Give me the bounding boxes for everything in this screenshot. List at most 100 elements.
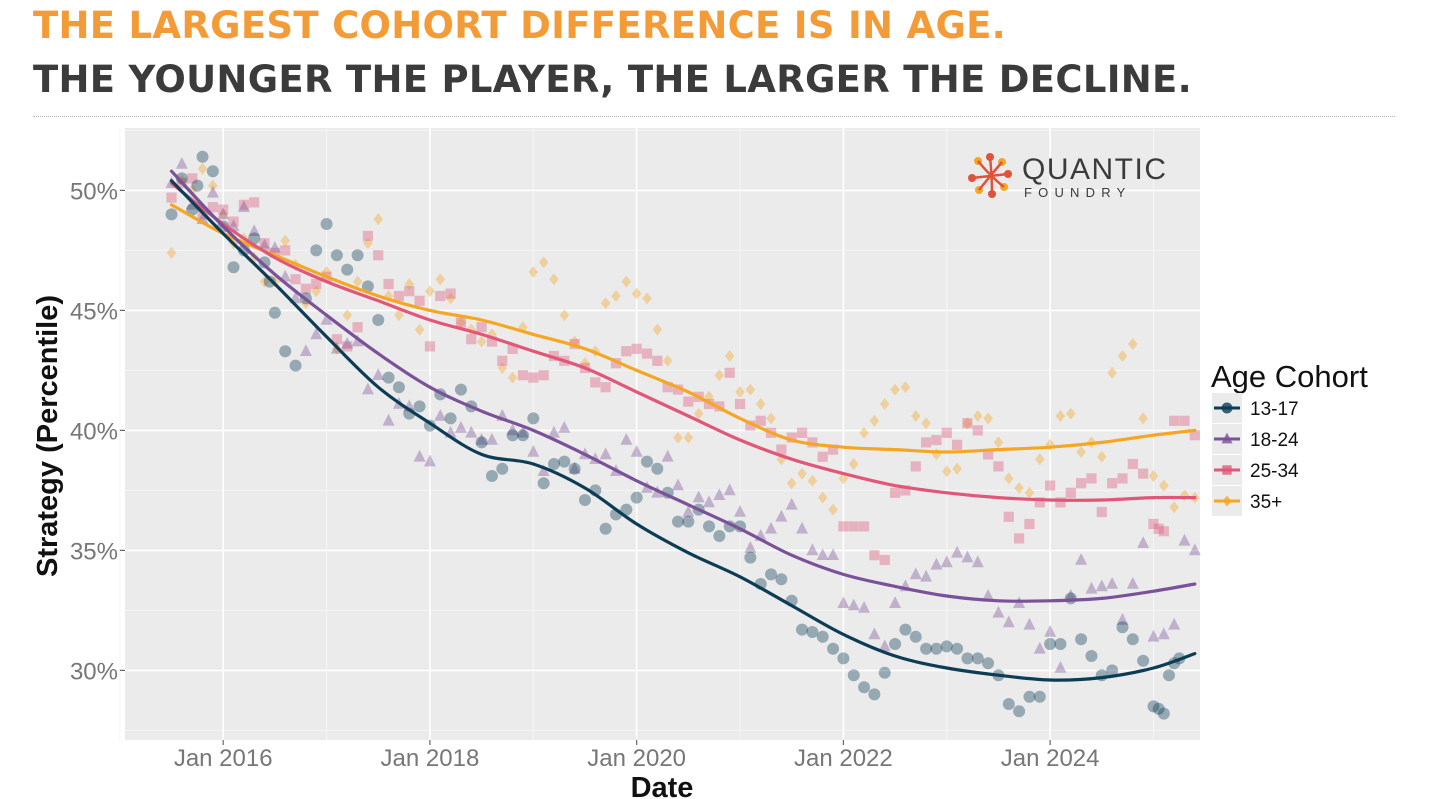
- point-13-17: [899, 623, 912, 636]
- point-25-34: [414, 295, 425, 306]
- point-13-17: [765, 568, 778, 581]
- point-25-34: [776, 444, 787, 455]
- trend-line-25-34: [169, 181, 1197, 502]
- point-18-24: [682, 505, 695, 517]
- point-18-24: [217, 207, 230, 220]
- point-25-34: [187, 173, 198, 184]
- point-35+: [1128, 338, 1138, 350]
- point-25-34: [662, 382, 673, 393]
- y-tick-label: 50%: [70, 178, 118, 205]
- point-35+: [1055, 410, 1066, 422]
- point-13-17: [1106, 664, 1119, 677]
- legend-marker-18-24: [1221, 432, 1233, 444]
- logo-mark-icon: [968, 153, 1012, 198]
- point-35+: [497, 362, 508, 374]
- point-25-34: [207, 202, 218, 213]
- point-18-24: [434, 409, 447, 421]
- point-35+: [900, 381, 911, 394]
- point-13-17: [165, 208, 178, 221]
- point-25-34: [383, 278, 394, 290]
- point-18-24: [734, 505, 747, 517]
- legend-label: 13-17: [1250, 399, 1299, 420]
- point-25-34: [641, 348, 653, 359]
- headline-line-1: THE LARGEST COHORT DIFFERENCE IS IN AGE.: [33, 4, 1007, 47]
- point-25-34: [228, 216, 239, 227]
- point-35+: [797, 467, 807, 480]
- point-25-34: [672, 384, 684, 395]
- trend-line-18-24: [169, 169, 1197, 603]
- point-25-34: [941, 427, 952, 438]
- point-13-17: [1075, 633, 1088, 646]
- trend-line-13-17: [169, 179, 1197, 682]
- point-13-17: [289, 359, 302, 372]
- point-35+: [373, 213, 384, 226]
- point-35+: [580, 357, 590, 370]
- point-13-17: [1044, 638, 1057, 650]
- point-18-24: [961, 550, 974, 563]
- point-18-24: [816, 548, 829, 560]
- point-13-17: [1033, 690, 1046, 703]
- point-13-17: [1147, 700, 1160, 713]
- point-35+: [993, 436, 1004, 449]
- point-25-34: [1107, 478, 1118, 489]
- point-13-17: [703, 520, 716, 533]
- point-25-34: [838, 521, 849, 532]
- point-25-34: [1127, 458, 1138, 470]
- point-18-24: [940, 555, 953, 568]
- point-25-34: [1065, 487, 1076, 498]
- point-13-17: [527, 412, 540, 425]
- point-18-24: [537, 464, 550, 476]
- point-13-17: [547, 458, 560, 470]
- point-25-34: [734, 398, 746, 410]
- point-18-24: [868, 627, 881, 640]
- point-18-24: [785, 497, 798, 510]
- legend-label: 35+: [1250, 492, 1282, 513]
- point-13-17: [837, 652, 850, 665]
- point-13-17: [630, 491, 643, 504]
- point-35+: [425, 285, 435, 298]
- point-25-34: [507, 343, 518, 354]
- point-13-17: [206, 165, 219, 178]
- point-35+: [1107, 366, 1117, 379]
- point-13-17: [889, 638, 902, 650]
- y-tick-label: 30%: [70, 658, 118, 685]
- point-25-34: [290, 274, 301, 285]
- point-18-24: [547, 425, 560, 438]
- point-18-24: [361, 382, 374, 395]
- x-tick-label: Jan 2024: [1001, 745, 1100, 772]
- legend-title: Age Cohort: [1211, 359, 1368, 394]
- point-13-17: [537, 477, 550, 490]
- point-13-17: [1064, 592, 1077, 605]
- point-18-24: [692, 490, 705, 503]
- point-35+: [600, 297, 611, 310]
- point-25-34: [848, 521, 859, 532]
- point-35+: [476, 335, 487, 348]
- point-18-24: [878, 639, 891, 652]
- point-25-34: [786, 432, 797, 443]
- point-18-24: [920, 569, 933, 582]
- point-35+: [1003, 472, 1014, 485]
- point-25-34: [218, 204, 229, 215]
- point-25-34: [311, 278, 322, 290]
- point-35+: [755, 398, 766, 410]
- point-18-24: [661, 449, 674, 462]
- point-13-17: [1126, 633, 1139, 646]
- point-25-34: [631, 343, 642, 354]
- point-25-34: [621, 346, 632, 357]
- point-13-17: [485, 470, 498, 482]
- point-35+: [962, 417, 973, 430]
- point-13-17: [827, 642, 840, 655]
- point-13-17: [1162, 669, 1175, 682]
- point-18-24: [889, 596, 902, 608]
- point-18-24: [558, 421, 571, 433]
- point-35+: [559, 309, 570, 322]
- point-35+: [1024, 486, 1035, 499]
- point-18-24: [1064, 589, 1077, 601]
- point-25-34: [869, 550, 880, 561]
- point-13-17: [858, 681, 871, 694]
- point-18-24: [320, 313, 333, 325]
- x-tick-label: Jan 2016: [174, 745, 273, 772]
- point-25-34: [362, 230, 374, 242]
- point-18-24: [1095, 579, 1108, 592]
- point-18-24: [258, 238, 271, 251]
